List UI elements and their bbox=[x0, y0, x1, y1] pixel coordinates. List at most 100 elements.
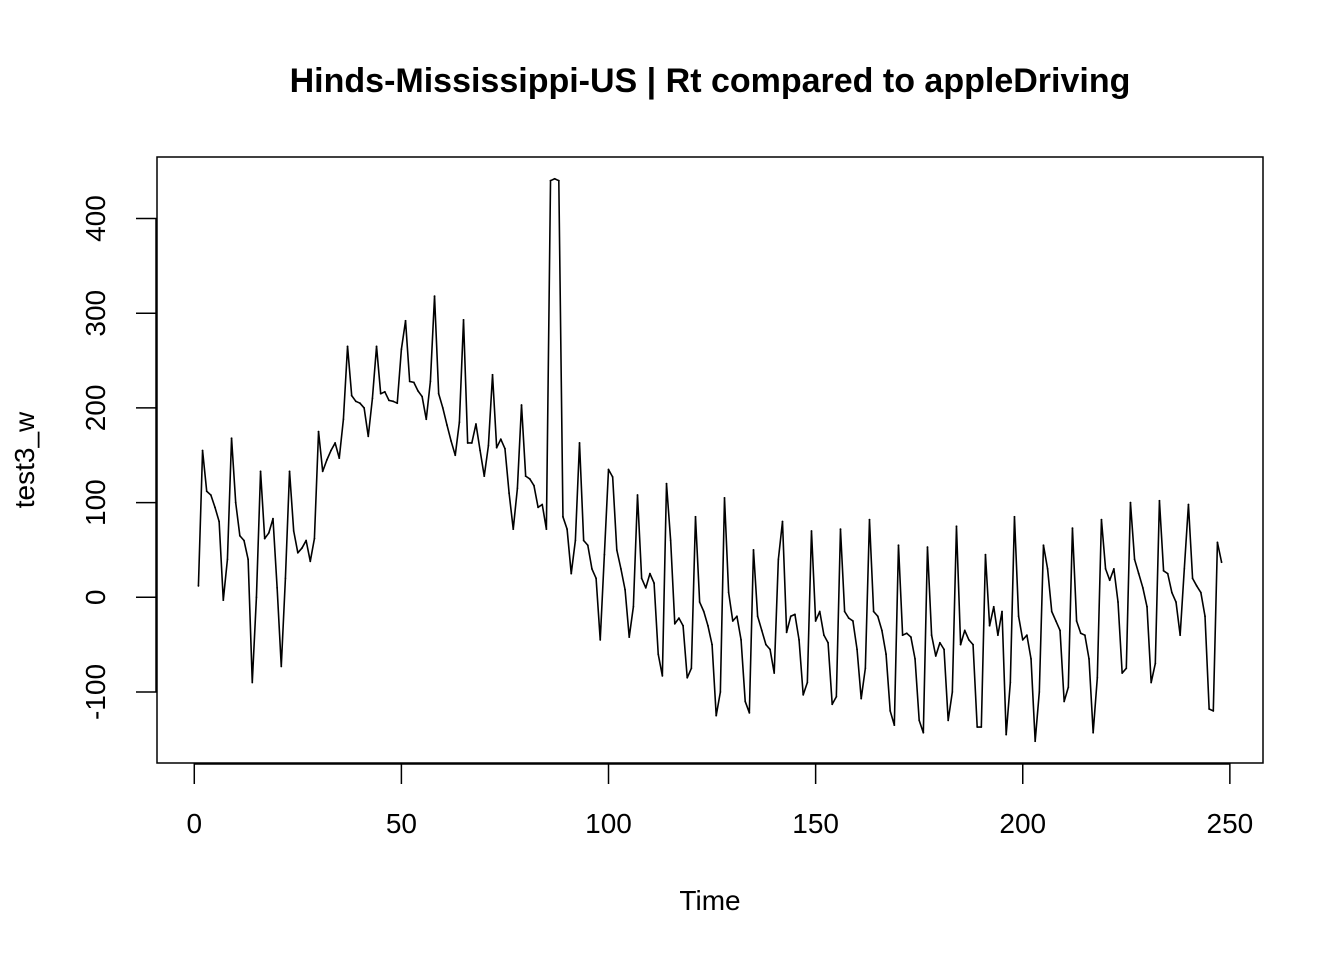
data-point bbox=[777, 558, 780, 561]
data-point bbox=[1121, 672, 1124, 674]
data-point bbox=[690, 667, 693, 670]
data-point bbox=[255, 596, 258, 599]
data-point bbox=[541, 503, 544, 506]
data-point bbox=[1042, 544, 1045, 547]
data-point bbox=[620, 567, 622, 570]
data-point bbox=[1013, 515, 1016, 518]
data-point bbox=[765, 643, 767, 646]
data-point bbox=[267, 532, 270, 534]
data-point bbox=[1100, 518, 1103, 521]
data-point bbox=[479, 449, 481, 452]
data-point bbox=[441, 407, 444, 409]
data-point bbox=[495, 446, 498, 449]
data-point bbox=[1063, 700, 1066, 703]
data-point bbox=[1204, 615, 1206, 618]
data-point bbox=[628, 636, 631, 638]
data-point bbox=[972, 643, 974, 646]
data-point bbox=[694, 515, 697, 518]
data-point bbox=[1088, 657, 1090, 660]
data-point bbox=[876, 615, 879, 618]
data-point bbox=[951, 691, 954, 693]
chart-title: Hinds-Mississippi-US | Rt compared to ap… bbox=[290, 62, 1131, 100]
data-point bbox=[466, 442, 469, 444]
data-point bbox=[325, 459, 328, 461]
data-point bbox=[1146, 605, 1148, 608]
data-point bbox=[458, 421, 461, 424]
data-point bbox=[591, 567, 593, 570]
data-point bbox=[259, 470, 262, 473]
data-point bbox=[1125, 667, 1128, 670]
y-axis-label: test3_w bbox=[9, 411, 40, 508]
data-point bbox=[537, 506, 539, 509]
data-point bbox=[1216, 541, 1219, 544]
data-point bbox=[872, 610, 875, 613]
data-point bbox=[197, 585, 200, 587]
data-point bbox=[1017, 615, 1020, 618]
data-point bbox=[470, 442, 473, 444]
data-point bbox=[446, 424, 448, 426]
series-line bbox=[197, 177, 1223, 743]
data-point bbox=[288, 470, 291, 473]
data-point bbox=[996, 634, 999, 637]
data-point bbox=[214, 506, 216, 509]
data-point bbox=[794, 613, 796, 616]
data-point bbox=[657, 653, 660, 656]
data-point bbox=[980, 726, 983, 728]
y-axis: -100 0 100 200 300 400 bbox=[80, 195, 157, 720]
data-point bbox=[566, 528, 568, 531]
data-point bbox=[388, 399, 390, 402]
data-point bbox=[1195, 585, 1198, 587]
data-point bbox=[599, 639, 602, 641]
data-point bbox=[736, 615, 738, 618]
data-point bbox=[918, 719, 921, 722]
data-point bbox=[955, 525, 958, 528]
data-point bbox=[603, 553, 606, 556]
data-point bbox=[305, 539, 308, 542]
data-point bbox=[1133, 558, 1136, 561]
y-tick-label: -100 bbox=[80, 664, 111, 720]
plot-frame bbox=[156, 156, 1264, 764]
data-point bbox=[1187, 503, 1190, 506]
data-point bbox=[607, 468, 610, 471]
data-point bbox=[1212, 710, 1215, 712]
data-point bbox=[574, 539, 577, 542]
data-point bbox=[1170, 591, 1173, 594]
data-point bbox=[723, 496, 726, 499]
data-point bbox=[947, 719, 950, 722]
data-point bbox=[272, 517, 274, 520]
data-point bbox=[334, 442, 337, 444]
data-point bbox=[359, 402, 361, 405]
data-point bbox=[1083, 634, 1086, 637]
data-point bbox=[508, 492, 510, 495]
data-point bbox=[342, 418, 345, 421]
data-point bbox=[346, 345, 349, 348]
x-axis: 0 50 100 150 200 250 bbox=[186, 763, 1253, 839]
x-tick-label: 50 bbox=[386, 808, 417, 839]
data-point bbox=[408, 380, 411, 383]
data-point bbox=[715, 714, 718, 717]
x-axis-label: Time bbox=[679, 885, 740, 916]
data-point bbox=[321, 470, 324, 473]
y-tick-label: 100 bbox=[80, 479, 111, 526]
data-point bbox=[1059, 629, 1061, 632]
data-point bbox=[553, 177, 556, 180]
data-point bbox=[802, 693, 805, 696]
data-point bbox=[922, 731, 925, 734]
data-point bbox=[636, 494, 639, 496]
data-point bbox=[301, 547, 303, 549]
data-point bbox=[1050, 610, 1053, 613]
data-point bbox=[910, 636, 912, 638]
data-point bbox=[317, 430, 320, 433]
data-point bbox=[632, 605, 635, 608]
data-point bbox=[247, 558, 250, 561]
y-tick-label: 300 bbox=[80, 290, 111, 337]
data-point bbox=[698, 601, 701, 603]
data-point bbox=[611, 476, 614, 478]
data-point bbox=[835, 695, 838, 698]
data-point bbox=[752, 549, 755, 551]
data-point bbox=[1179, 634, 1182, 637]
data-point bbox=[354, 400, 357, 403]
data-point bbox=[649, 572, 651, 575]
data-point bbox=[686, 676, 689, 679]
